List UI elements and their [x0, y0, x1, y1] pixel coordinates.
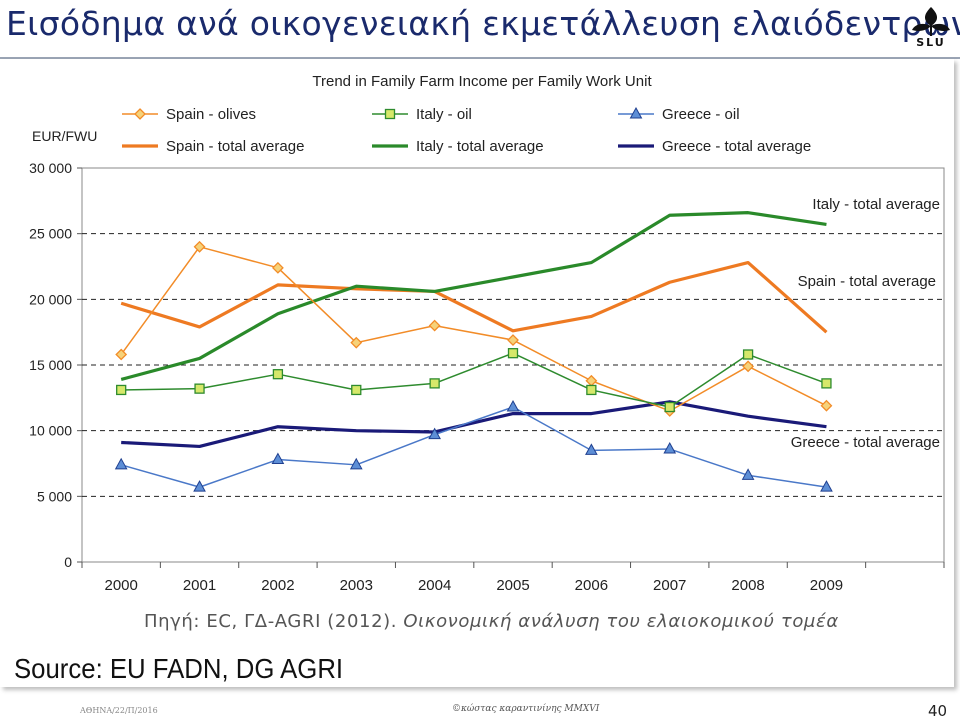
data-point	[507, 334, 519, 346]
y-tick-label: 5 000	[37, 488, 72, 504]
data-point	[664, 401, 675, 413]
legend-label: Greece - oil	[662, 106, 740, 123]
data-point	[585, 443, 598, 455]
source-greek-italic: Οικονομική ανάλυση του ελαιοκομικού τομέ…	[403, 611, 838, 632]
data-point	[272, 369, 284, 380]
legend-item: Spain - olives	[122, 106, 256, 123]
footer-copyright: ©κώστας καραντινίνης MMXVI	[452, 704, 600, 714]
x-axis: 2000 2001 2002 2003 2004 2005 2006 2007 2008 2009	[81, 562, 945, 594]
y-tick-label: 30 000	[29, 160, 72, 176]
x-tick-label: 2004	[418, 577, 451, 594]
y-axis: 0 5 000 10 000 15 000 20 000 25 000 30 000	[29, 160, 82, 570]
page-number: 40	[928, 702, 948, 720]
data-point	[351, 384, 362, 396]
legend-marker	[384, 108, 396, 120]
data-point	[350, 336, 363, 349]
slu-logo: SLU	[912, 7, 950, 48]
series-line	[121, 400, 827, 449]
title-rule	[0, 57, 960, 59]
series-line	[120, 246, 827, 412]
source-greek-prefix: Πηγή: EC, ΓΔ-AGRI (2012).	[144, 611, 397, 632]
footer-date: ΑΘΗΝΑ/22/Π/2016	[80, 706, 158, 715]
data-point	[428, 319, 441, 332]
legend-label: Greece - total average	[662, 138, 811, 155]
data-point	[116, 384, 127, 396]
logo-text: SLU	[916, 36, 945, 48]
y-axis-label: EUR/FWU	[32, 128, 97, 144]
data-point	[271, 452, 285, 465]
data-point	[429, 378, 440, 389]
source-greek: Πηγή: EC, ΓΔ-AGRI (2012). Οικονομική ανά…	[144, 611, 839, 632]
y-tick-label: 0	[64, 554, 72, 570]
legend-label: Spain - total average	[166, 138, 304, 155]
series-group	[114, 211, 833, 492]
series-italy-total-average	[120, 211, 827, 381]
data-point	[506, 399, 520, 412]
x-tick-label: 2009	[810, 577, 843, 594]
data-point	[115, 348, 128, 361]
x-tick-label: 2007	[653, 577, 686, 594]
data-point	[428, 427, 441, 440]
x-tick-label: 2003	[340, 577, 373, 594]
y-tick-label: 25 000	[29, 226, 72, 242]
data-point	[820, 399, 833, 412]
data-point	[193, 480, 206, 492]
series-spain-total-average	[120, 260, 828, 334]
x-tick-label: 2005	[496, 577, 529, 594]
series-line	[121, 352, 827, 408]
data-point	[741, 468, 755, 480]
series-line	[120, 260, 828, 334]
slide-title: Εισόδημα ανά οικογενειακή εκμετάλλευση ε…	[6, 4, 960, 43]
data-point	[742, 349, 754, 360]
y-tick-label: 10 000	[29, 423, 72, 439]
y-tick-label: 15 000	[29, 357, 72, 373]
legend-marker	[134, 108, 146, 120]
data-point	[271, 261, 284, 274]
legend-label: Italy - oil	[416, 106, 472, 123]
legend-item: Greece - oil	[618, 106, 740, 123]
annotation-italy: Italy - total average	[812, 196, 940, 213]
data-point	[663, 442, 677, 454]
data-point	[193, 240, 206, 253]
data-point	[507, 348, 519, 359]
legend-item: Spain - total average	[122, 138, 304, 155]
chart-title: Trend in Family Farm Income per Family W…	[312, 73, 652, 90]
data-point	[349, 457, 363, 470]
source-main: Source: EU FADN, DG AGRI	[14, 653, 343, 684]
annotation-greece: Greece - total average	[791, 434, 940, 451]
series-line	[120, 406, 827, 488]
leaf-icon	[912, 7, 950, 36]
data-point	[194, 383, 205, 394]
x-tick-label: 2001	[183, 577, 216, 594]
legend-item: Greece - total average	[618, 138, 811, 155]
data-point	[820, 480, 833, 492]
x-tick-label: 2000	[104, 577, 137, 594]
chart: Trend in Family Farm Income per Family W…	[14, 73, 945, 684]
data-point	[586, 384, 597, 396]
data-point	[114, 457, 128, 470]
series-greece-oil	[114, 399, 833, 492]
data-point	[742, 360, 755, 373]
legend-label: Spain - olives	[166, 106, 256, 123]
series-greece-total-average	[121, 400, 827, 449]
data-point	[821, 378, 832, 389]
x-tick-label: 2006	[575, 577, 608, 594]
x-tick-label: 2002	[261, 577, 294, 594]
series-line	[120, 211, 827, 381]
legend: Spain - olives Italy - oil Greece - oil Spa…	[122, 106, 811, 155]
y-tick-label: 20 000	[29, 291, 72, 307]
series-italy-oil	[116, 348, 832, 413]
legend-label: Italy - total average	[416, 138, 544, 155]
series-spain-olives	[115, 240, 833, 417]
legend-item: Italy - oil	[372, 106, 472, 123]
x-tick-label: 2008	[731, 577, 764, 594]
legend-item: Italy - total average	[372, 138, 544, 155]
legend-marker	[629, 106, 643, 119]
annotation-spain: Spain - total average	[798, 273, 936, 290]
